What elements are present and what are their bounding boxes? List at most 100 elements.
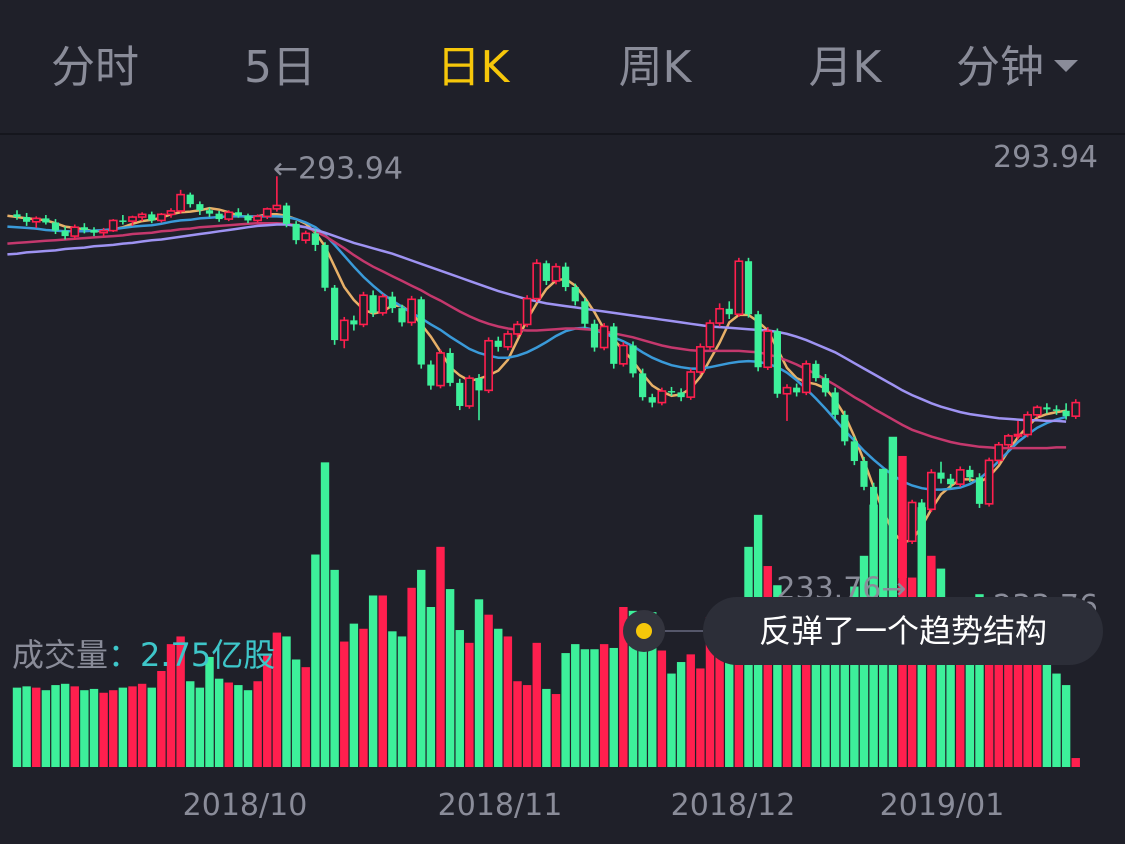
volume-bar [503,636,513,767]
candle [13,210,21,220]
candle [831,387,839,419]
candle-body [725,308,733,315]
candle-body [994,443,1004,462]
volume-readout: 成交量：2.75亿股 [12,630,275,676]
candle [947,473,955,489]
candle [610,323,618,369]
volume-bar [494,628,503,767]
volume-bar [984,607,994,767]
candle-body [166,210,176,216]
candle [456,378,464,411]
volume-bar [956,610,965,767]
candle-body [532,262,542,300]
candle [90,227,98,237]
volume-bar [561,653,570,767]
candle-body [850,441,858,462]
volume-label: 成交量 [12,636,109,674]
candle [186,192,194,208]
candle-body [581,301,589,324]
candle-body [821,378,830,393]
candle [253,214,263,223]
candle [272,176,282,212]
candle-body [937,472,945,479]
candle [618,342,628,367]
volume-bar [1042,659,1052,767]
candle [503,330,513,351]
volume-bar [580,649,590,767]
candle [339,316,349,349]
volume-bar [542,688,551,767]
tab-5-day[interactable]: 5日 [244,42,316,93]
tab-intraday[interactable]: 分时 [51,42,139,93]
candle-body [1003,435,1013,446]
candle [966,465,974,483]
volume-bar [840,612,849,767]
tab-monthly-k[interactable]: 月K [808,42,882,93]
annotation-tooltip[interactable]: 反弹了一个趋势结构 [703,597,1103,665]
candle [955,466,965,487]
candle [551,263,561,285]
candle-body [955,469,965,485]
candle-body [657,390,667,404]
candle [850,436,858,466]
candle [705,319,715,350]
candle-body [801,363,811,394]
candle-body [860,461,868,487]
candle-body [947,478,955,485]
moving-average-lines [7,206,1067,545]
candle [119,215,127,225]
candle [937,461,945,484]
high-price-marker: ←293.94 [273,151,403,186]
volume-bar [234,685,243,767]
volume-bar [253,681,262,767]
tab-weekly-k[interactable]: 周K [618,42,692,93]
volume-bar [397,636,407,767]
candle-body [156,213,166,222]
candle [984,457,994,507]
candle [331,285,339,345]
candle-body [148,214,156,221]
candle-body [99,229,109,234]
candle [23,212,31,226]
candle [629,341,637,378]
candle-body [108,219,118,232]
candle-body [782,386,792,395]
candle [744,257,753,318]
candle-body [667,391,676,393]
candle [907,499,917,544]
candle [734,257,744,317]
candle-body [311,233,319,245]
volume-bar [705,617,715,767]
candle-body [205,210,214,214]
candle-body [599,325,609,349]
volume-bar [811,649,821,767]
candle-body [1013,433,1023,437]
candle [648,393,656,408]
candle-body [456,382,464,406]
candle [464,375,474,409]
volume-bar [628,610,638,767]
volume-bar [850,586,859,767]
volume-bar [965,615,975,767]
candle-body [369,295,377,313]
candle [860,456,868,491]
candle-body [427,364,435,386]
candle-body [484,339,494,392]
tab-daily-k[interactable]: 日K [436,42,510,93]
candle-body [215,213,223,220]
volume-bar [571,644,580,767]
volume-bar [532,642,541,767]
ma-line-ma30 [7,223,1067,423]
volume-bar [263,654,272,767]
candle-body [80,227,88,230]
candle [1052,405,1061,415]
candle-body [677,392,685,398]
tab-minute-dropdown[interactable]: 分钟 [942,38,1092,98]
volume-bar [359,628,368,767]
candle [513,321,522,338]
candle-body [542,263,550,281]
candle [205,207,214,218]
annotation-marker[interactable] [623,610,665,652]
candle-body [984,459,994,505]
